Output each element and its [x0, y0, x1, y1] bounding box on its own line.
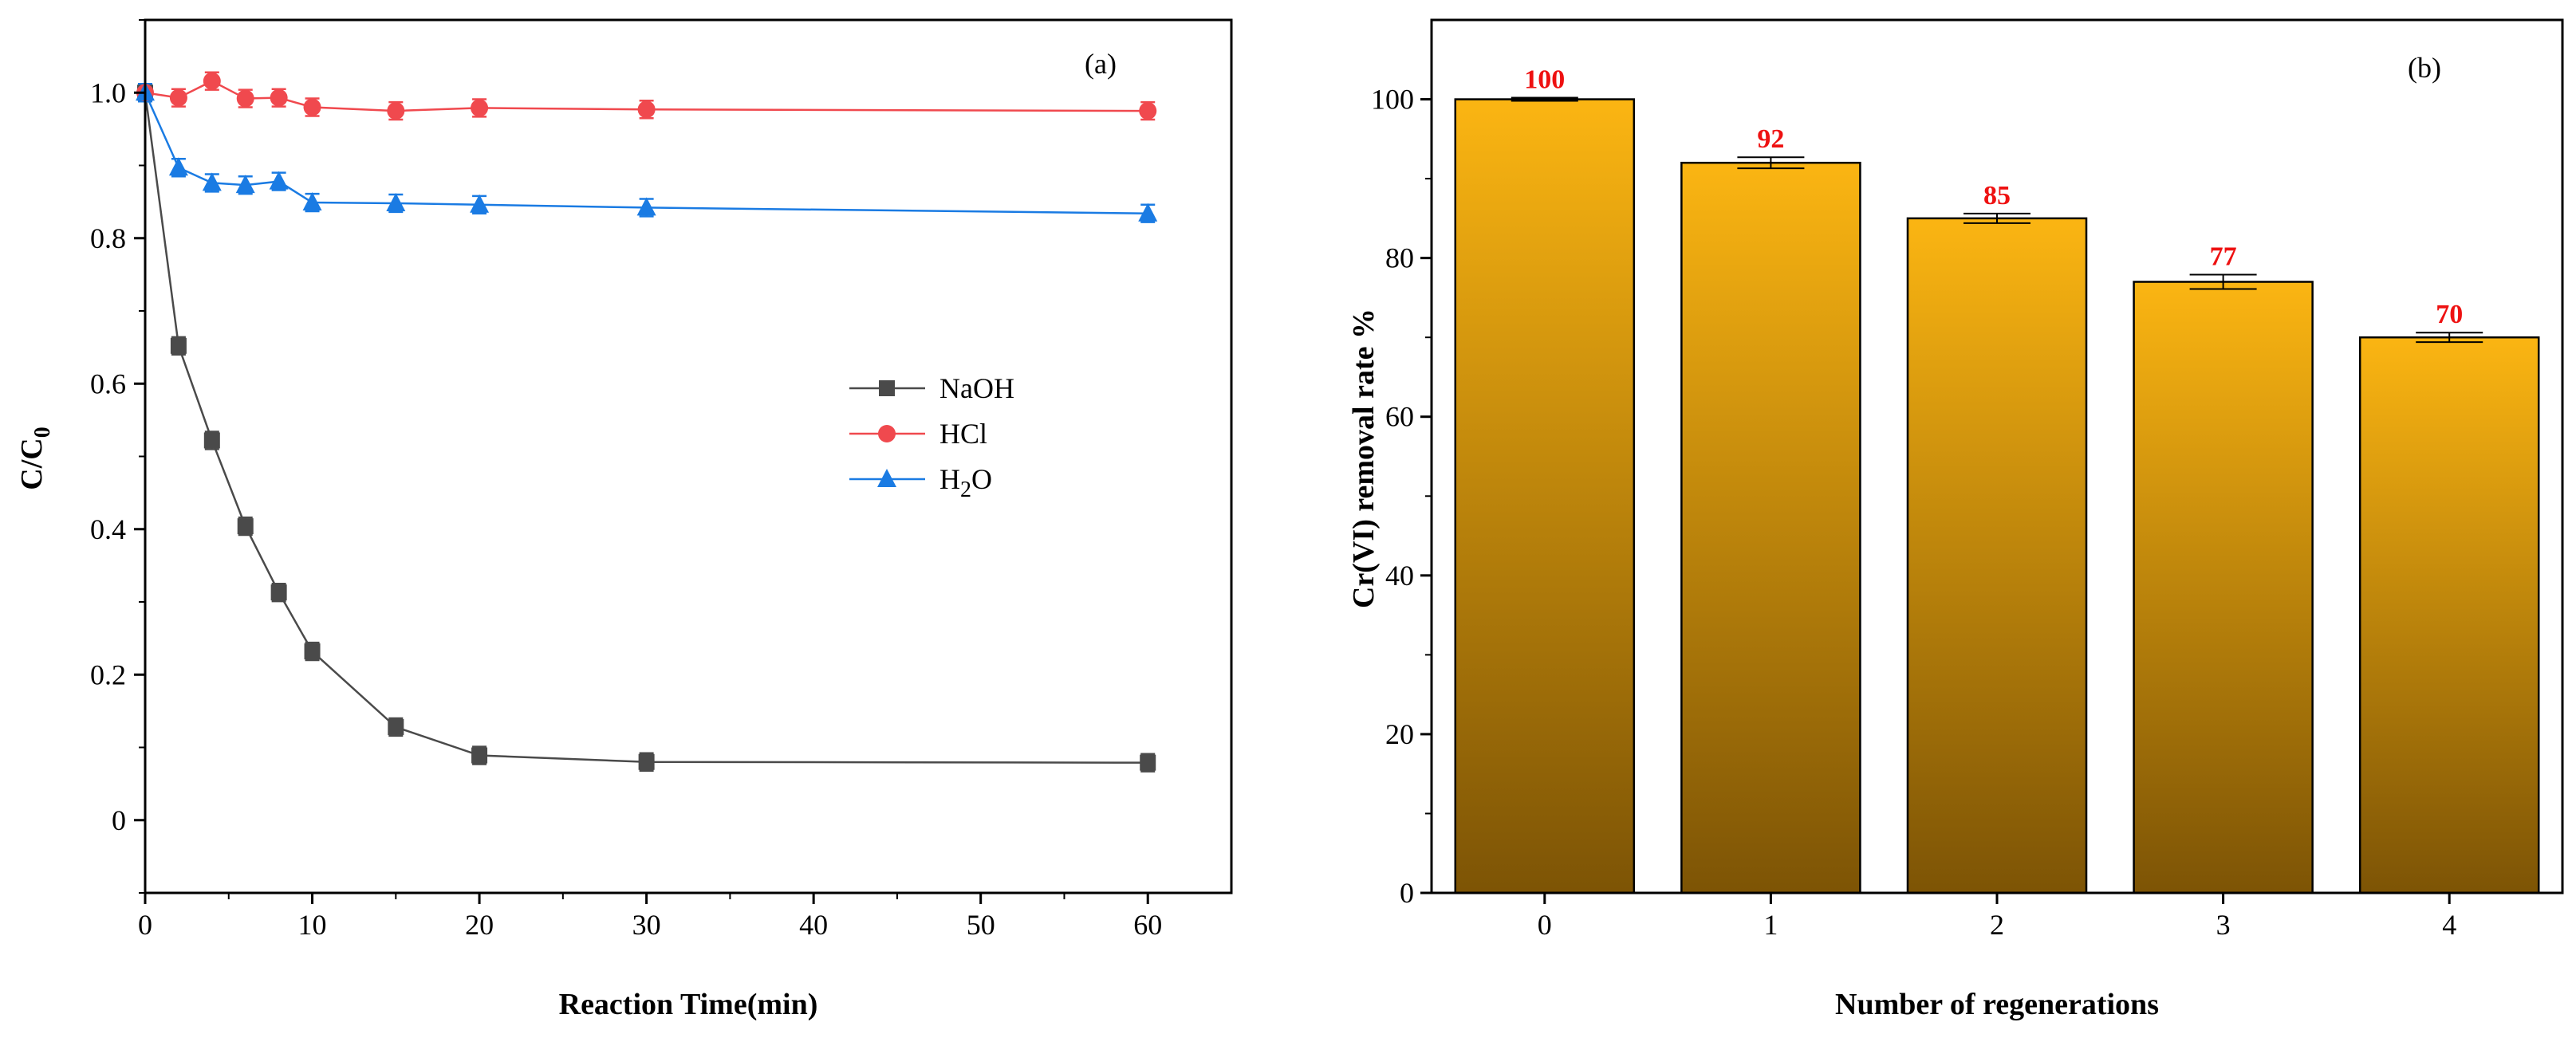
- legend-label: H2O: [939, 463, 992, 502]
- data-point-h: [386, 192, 406, 211]
- data-point-naoh: [170, 337, 187, 354]
- y-tick-label-a: 0.4: [90, 513, 126, 545]
- data-point-h: [470, 194, 490, 213]
- legend-label: HCl: [939, 418, 987, 450]
- bar-regeneration-1: [1680, 161, 1861, 894]
- series-line-naoh: [144, 92, 1148, 764]
- bar-regeneration-3: [2133, 281, 2314, 894]
- data-label: 77: [2210, 242, 2237, 272]
- x-axis-label-a: Reaction Time(min): [559, 988, 818, 1021]
- data-point-hcl: [203, 72, 221, 90]
- legend-marker: [879, 380, 895, 396]
- y-tick-label-a: 0: [112, 804, 126, 836]
- x-tick-label-a: 30: [632, 909, 661, 941]
- series-line-h: [144, 92, 1148, 214]
- legend-label-main: H: [939, 463, 960, 495]
- x-axis-label-b: Number of regenerations: [1835, 988, 2159, 1021]
- legend-marker: [877, 469, 896, 487]
- data-label: 100: [1524, 65, 1565, 95]
- legend-a: NaOH HCl H2O: [849, 372, 1014, 502]
- data-point-naoh: [237, 518, 254, 535]
- y-tick-label-a: 1.0: [90, 77, 126, 108]
- y-tick-label-b: 60: [1385, 401, 1414, 433]
- x-tick-label-a: 50: [967, 909, 995, 941]
- data-point-naoh: [471, 747, 488, 764]
- x-tick-label-b: 3: [2216, 909, 2231, 941]
- legend-label-main: HCl: [939, 418, 987, 450]
- y-tick-label-b: 40: [1385, 560, 1414, 592]
- data-point-naoh: [203, 432, 220, 449]
- y-axis-label-b: Cr(VI) removal rate %: [1347, 309, 1381, 608]
- y-tick-label-a: 0.6: [90, 368, 126, 399]
- data-point-naoh: [388, 718, 404, 735]
- data-point-h: [269, 171, 289, 190]
- bar-regeneration-0: [1454, 98, 1636, 894]
- series-line-hcl: [144, 80, 1148, 112]
- bar-regeneration-4: [2358, 336, 2540, 894]
- x-tick-label-a: 60: [1133, 909, 1162, 941]
- panel-label-b: (b): [2408, 52, 2441, 84]
- x-tick-label-a: 10: [298, 909, 327, 941]
- data-point-hcl: [236, 89, 254, 108]
- data-point-naoh: [1140, 754, 1156, 771]
- legend-label-main: NaOH: [939, 372, 1014, 404]
- data-point-hcl: [169, 88, 187, 107]
- legend-marker: [878, 425, 896, 442]
- panel-label-a: (a): [1085, 48, 1117, 80]
- data-point-hcl: [387, 102, 405, 120]
- y-tick-label-a: 0.2: [90, 659, 126, 690]
- legend-label-sub: 2: [960, 478, 971, 502]
- legend-label-tail: O: [971, 463, 992, 495]
- y-tick-label-b: 100: [1371, 84, 1414, 116]
- data-point-h: [636, 197, 656, 216]
- data-point-hcl: [637, 100, 656, 119]
- data-point-hcl: [471, 99, 489, 117]
- data-label: 92: [1757, 124, 1784, 154]
- x-tick-label-b: 1: [1763, 909, 1778, 941]
- data-point-naoh: [270, 584, 287, 601]
- x-tick-label-b: 0: [1538, 909, 1552, 941]
- y-axis-label-sub: 0: [30, 427, 55, 438]
- data-point-h: [235, 175, 255, 194]
- y-tick-label-a: 0.8: [90, 222, 126, 254]
- data-point-h: [202, 172, 222, 191]
- x-tick-label-b: 2: [1990, 909, 2004, 941]
- y-tick-label-b: 20: [1385, 718, 1414, 750]
- data-point-naoh: [638, 753, 655, 770]
- bar-regeneration-2: [1906, 217, 2088, 894]
- y-axis-label-a: C/C0: [15, 427, 55, 490]
- data-point-h: [168, 157, 188, 176]
- data-point-naoh: [304, 643, 321, 660]
- legend-label: NaOH: [939, 372, 1014, 404]
- y-tick-label-b: 80: [1385, 242, 1414, 274]
- y-tick-label-b: 0: [1400, 877, 1414, 909]
- data-point-hcl: [303, 98, 321, 116]
- data-point-hcl: [1139, 102, 1157, 120]
- data-label: 85: [1983, 181, 2011, 210]
- data-point-hcl: [270, 88, 288, 107]
- y-axis-label-main: C/C: [15, 438, 49, 490]
- x-tick-label-b: 4: [2442, 909, 2456, 941]
- data-label: 70: [2436, 300, 2463, 329]
- x-tick-label-a: 40: [799, 909, 828, 941]
- data-point-h: [1138, 202, 1158, 222]
- data-point-h: [302, 192, 322, 211]
- x-tick-label-a: 20: [465, 909, 494, 941]
- x-tick-label-a: 0: [138, 909, 152, 941]
